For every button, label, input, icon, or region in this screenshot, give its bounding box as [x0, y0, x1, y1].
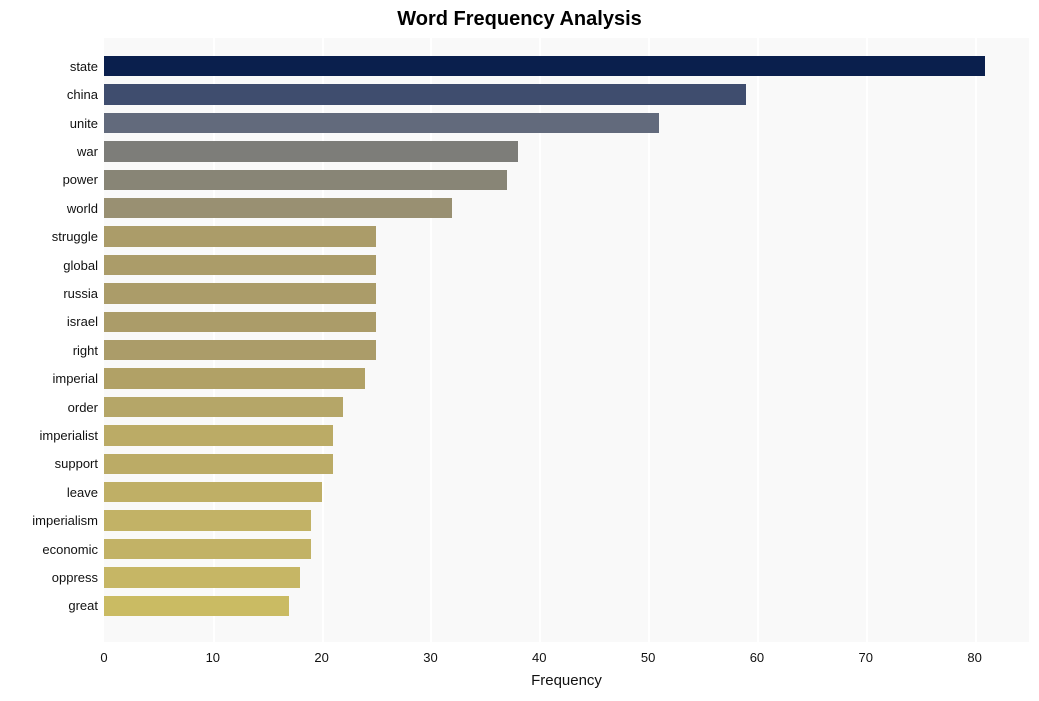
bar — [104, 226, 376, 246]
word-frequency-chart: Word Frequency Analysis Frequency 0 10 20 3… — [0, 0, 1039, 701]
x-tick-label: 70 — [859, 650, 873, 665]
x-tick-label: 50 — [641, 650, 655, 665]
bar — [104, 340, 376, 360]
x-tick-label: 80 — [967, 650, 981, 665]
y-tick-label: order — [68, 400, 98, 415]
y-tick-label: war — [77, 144, 98, 159]
bar — [104, 596, 289, 616]
x-tick-label: 0 — [100, 650, 107, 665]
bar — [104, 84, 746, 104]
gridline — [757, 38, 759, 642]
plot-area — [104, 38, 1029, 642]
bar — [104, 482, 322, 502]
y-tick-label: leave — [67, 485, 98, 500]
bar — [104, 170, 507, 190]
bar — [104, 141, 518, 161]
y-tick-label: global — [63, 258, 98, 273]
bar — [104, 113, 659, 133]
bar — [104, 510, 311, 530]
y-tick-label: state — [70, 59, 98, 74]
x-tick-label: 40 — [532, 650, 546, 665]
y-tick-label: imperialism — [32, 513, 98, 528]
bar — [104, 368, 365, 388]
bar — [104, 283, 376, 303]
y-tick-label: china — [67, 87, 98, 102]
bar — [104, 56, 985, 76]
x-tick-label: 30 — [423, 650, 437, 665]
y-tick-label: imperial — [52, 371, 98, 386]
y-tick-label: economic — [42, 542, 98, 557]
x-tick-label: 10 — [206, 650, 220, 665]
y-tick-label: great — [68, 598, 98, 613]
y-tick-label: struggle — [52, 229, 98, 244]
bar — [104, 312, 376, 332]
y-tick-label: right — [73, 343, 98, 358]
y-tick-label: unite — [70, 116, 98, 131]
bar — [104, 567, 300, 587]
y-tick-label: russia — [63, 286, 98, 301]
chart-title: Word Frequency Analysis — [0, 8, 1039, 31]
bar — [104, 255, 376, 275]
x-tick-label: 20 — [314, 650, 328, 665]
bar — [104, 454, 333, 474]
y-tick-label: imperialist — [39, 428, 98, 443]
y-tick-label: support — [55, 456, 98, 471]
gridline — [975, 38, 977, 642]
y-tick-label: israel — [67, 314, 98, 329]
y-tick-label: oppress — [52, 570, 98, 585]
bar — [104, 198, 452, 218]
bar — [104, 397, 343, 417]
bar — [104, 425, 333, 445]
x-tick-label: 60 — [750, 650, 764, 665]
y-tick-label: world — [67, 201, 98, 216]
gridline — [866, 38, 868, 642]
y-tick-label: power — [63, 172, 98, 187]
bar — [104, 539, 311, 559]
x-axis-title: Frequency — [104, 672, 1029, 689]
